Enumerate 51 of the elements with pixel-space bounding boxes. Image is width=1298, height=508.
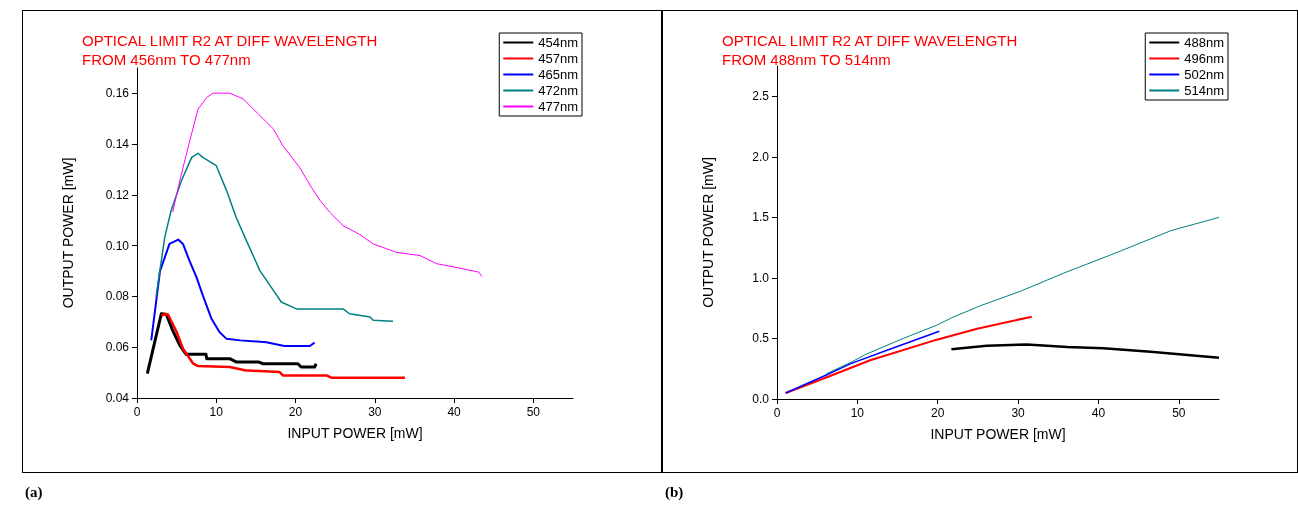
y-tick-label: 0.12 (105, 187, 130, 202)
line-series (784, 330, 941, 394)
y-tick-label: 0.0 (752, 392, 770, 406)
x-tick-label: 20 (288, 405, 303, 419)
legend-label: 472nm (538, 83, 578, 98)
text: (b) (665, 484, 684, 501)
line-series (172, 92, 483, 277)
x-tick-label: 10 (850, 406, 865, 420)
y-tick-label: 0.16 (105, 86, 130, 101)
line-series (145, 312, 318, 376)
x-tick-label: 0 (773, 406, 781, 420)
y-axis-title: OUTPUT POWER [mW] (700, 157, 716, 308)
legend-label: 454nm (538, 35, 578, 50)
line-series (160, 312, 407, 379)
y-tick-label: 1.5 (752, 210, 770, 225)
line-series (150, 238, 316, 347)
y-tick-label: 2.0 (752, 149, 770, 164)
legend-label: 457nm (538, 51, 578, 66)
y-tick-label: 0.08 (105, 289, 130, 304)
x-tick-label: 20 (931, 406, 945, 420)
x-axis-title: INPUT POWER [mW] (930, 426, 1066, 442)
x-tick-label: 40 (447, 405, 462, 419)
x-tick-label: 40 (1091, 406, 1106, 420)
line-series (826, 216, 1220, 375)
legend-label: 465nm (538, 67, 578, 82)
line-series (950, 343, 1221, 360)
y-axis-title: OUTPUT POWER [mW] (60, 157, 76, 309)
x-tick-label: 30 (1011, 406, 1026, 420)
y-tick-label: 0.14 (105, 137, 130, 152)
legend-label: 502nm (1184, 67, 1224, 82)
x-axis-title: INPUT POWER [mW] (287, 425, 423, 441)
x-tick-label: 50 (526, 405, 541, 419)
y-tick-label: 0.06 (105, 340, 130, 355)
y-tick-label: 1.0 (752, 270, 770, 285)
x-tick-label: 30 (368, 405, 382, 419)
legend-label: 514nm (1184, 83, 1224, 98)
line-series (155, 152, 394, 323)
y-tick-label: 0.04 (105, 391, 130, 405)
legend-label: 488nm (1184, 35, 1224, 50)
chart-title: OPTICAL LIMIT R2 AT DIFF WAVELENGTH FROM 456nm TO 477nm (82, 32, 378, 68)
legend-label: 496nm (1184, 51, 1224, 66)
x-tick-label: 10 (209, 405, 224, 419)
y-tick-label: 0.5 (752, 331, 770, 346)
y-tick-label: 0.10 (105, 238, 130, 253)
text: (a) (25, 484, 43, 501)
chart-title: OPTICAL LIMIT R2 AT DIFF WAVELENGTH FROM 488nm TO 514nm (722, 32, 1018, 68)
line-series (784, 315, 1033, 394)
x-tick-label: 0 (133, 405, 141, 419)
legend-label: 477nm (538, 99, 578, 114)
y-tick-label: 2.5 (752, 89, 770, 104)
x-tick-label: 50 (1172, 406, 1186, 420)
